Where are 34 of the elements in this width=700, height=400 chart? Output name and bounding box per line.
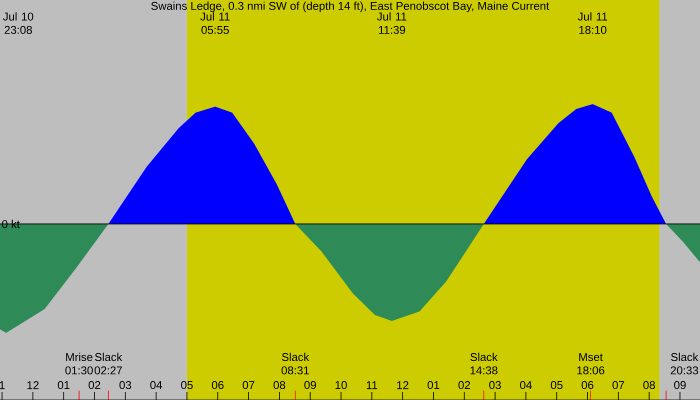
ref-line-label: Slack 02:27 <box>94 352 122 374</box>
text: Jul 11 11:39 <box>377 12 406 34</box>
x-tick-label: 06 <box>582 381 594 390</box>
x-tick-label: 01 <box>428 381 440 390</box>
x-tick-label: 09 <box>304 381 316 390</box>
x-tick-label: 04 <box>520 381 532 390</box>
x-tick-label: 12 <box>397 381 408 390</box>
ref-line-label: Mrise 01:30 <box>65 352 93 374</box>
x-tick-label: 04 <box>150 381 162 390</box>
x-tick-label: 01 <box>58 381 70 390</box>
ref-line-label: Slack 08:31 <box>282 352 310 374</box>
chart-title: Swains Ledge, 0.3 nmi SW of (depth 14 ft), East Penobscot Bay, Maine Current <box>151 2 550 12</box>
text: Jul 10 23:08 <box>3 12 34 34</box>
text: Jul 11 05:55 <box>200 12 230 34</box>
x-tick-label: 08 <box>274 381 286 390</box>
x-tick-label: 1 <box>0 381 5 390</box>
x-tick-label: 03 <box>119 381 132 390</box>
x-tick-label: 05 <box>181 381 193 390</box>
x-tick-label: 05 <box>550 381 563 390</box>
x-tick-label: 12 <box>27 381 39 390</box>
x-tick-label: 02 <box>458 381 470 390</box>
x-tick-label: 02 <box>88 381 100 390</box>
x-tick-label: 09 <box>674 381 686 390</box>
text: Jul 11 18:10 <box>578 12 608 34</box>
ref-line-label: Slack 14:38 <box>470 352 498 374</box>
x-tick-label: 03 <box>489 381 501 390</box>
x-tick-label: 07 <box>612 381 624 390</box>
x-tick-label: 08 <box>643 381 655 390</box>
ref-line-label: Slack 20:33 <box>670 352 698 374</box>
x-tick-label: 06 <box>212 381 224 390</box>
x-tick-label: 07 <box>242 381 254 390</box>
x-tick-label: 11 <box>366 381 378 390</box>
x-tick-label: 10 <box>336 381 347 390</box>
ref-line-label: Mset 18:06 <box>577 353 604 374</box>
